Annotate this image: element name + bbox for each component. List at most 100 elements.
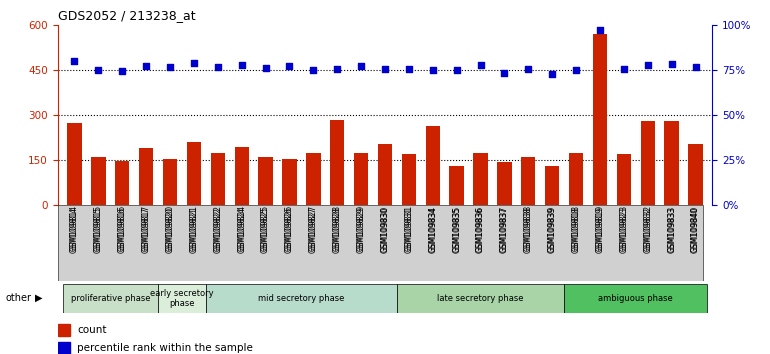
Text: GSM109820: GSM109820 bbox=[166, 205, 175, 251]
Text: GSM109839: GSM109839 bbox=[547, 205, 557, 252]
Text: GSM109832: GSM109832 bbox=[643, 205, 652, 251]
Text: GSM109832: GSM109832 bbox=[643, 207, 652, 253]
Text: other: other bbox=[5, 293, 32, 303]
Text: GSM109835: GSM109835 bbox=[452, 205, 461, 252]
Point bbox=[594, 27, 606, 33]
Text: proliferative phase: proliferative phase bbox=[71, 294, 150, 303]
Point bbox=[331, 67, 343, 72]
Bar bbox=[569, 153, 583, 205]
Text: GSM109817: GSM109817 bbox=[142, 205, 151, 251]
Text: GSM109815: GSM109815 bbox=[94, 207, 103, 253]
Bar bbox=[545, 166, 559, 205]
Bar bbox=[91, 157, 105, 205]
Bar bbox=[259, 157, 273, 205]
Bar bbox=[426, 126, 440, 205]
Bar bbox=[378, 144, 392, 205]
Text: GSM109830: GSM109830 bbox=[380, 207, 390, 253]
Text: GSM109818: GSM109818 bbox=[571, 207, 581, 253]
Text: GSM109822: GSM109822 bbox=[213, 205, 223, 251]
Bar bbox=[564, 284, 708, 313]
Text: GSM109826: GSM109826 bbox=[285, 207, 294, 253]
Text: GSM109823: GSM109823 bbox=[619, 205, 628, 251]
Text: GSM109821: GSM109821 bbox=[189, 207, 199, 253]
Point bbox=[403, 67, 415, 72]
Bar bbox=[354, 153, 368, 205]
Text: GSM109838: GSM109838 bbox=[524, 207, 533, 253]
Text: GSM109829: GSM109829 bbox=[357, 207, 366, 253]
Point bbox=[307, 67, 320, 73]
Text: ambiguous phase: ambiguous phase bbox=[598, 294, 673, 303]
Text: GSM109829: GSM109829 bbox=[357, 205, 366, 251]
Text: GSM109840: GSM109840 bbox=[691, 207, 700, 253]
Text: GSM109833: GSM109833 bbox=[667, 205, 676, 252]
Bar bbox=[58, 324, 69, 336]
Text: GSM109828: GSM109828 bbox=[333, 205, 342, 251]
Point bbox=[427, 67, 439, 73]
Bar bbox=[139, 148, 153, 205]
Text: GDS2052 / 213238_at: GDS2052 / 213238_at bbox=[58, 9, 196, 22]
Text: GSM109819: GSM109819 bbox=[595, 205, 604, 251]
Bar bbox=[162, 159, 177, 205]
Text: GSM109816: GSM109816 bbox=[118, 207, 127, 253]
Bar bbox=[497, 162, 511, 205]
Bar bbox=[593, 34, 608, 205]
Point bbox=[474, 63, 487, 68]
Text: ▶: ▶ bbox=[35, 293, 42, 303]
Point bbox=[379, 66, 391, 72]
Text: GSM109823: GSM109823 bbox=[619, 207, 628, 253]
Text: GSM109837: GSM109837 bbox=[500, 207, 509, 253]
Text: late secretory phase: late secretory phase bbox=[437, 294, 524, 303]
Point bbox=[236, 63, 248, 68]
Point bbox=[618, 67, 630, 72]
Text: GSM109824: GSM109824 bbox=[237, 205, 246, 251]
Bar bbox=[665, 121, 679, 205]
Point bbox=[164, 64, 176, 70]
Bar bbox=[187, 142, 201, 205]
Point bbox=[522, 67, 534, 72]
Text: GSM109830: GSM109830 bbox=[380, 205, 390, 252]
Bar bbox=[474, 153, 487, 205]
Text: GSM109816: GSM109816 bbox=[118, 205, 127, 251]
Bar bbox=[115, 161, 129, 205]
Text: GSM109822: GSM109822 bbox=[213, 207, 223, 253]
Text: GSM109824: GSM109824 bbox=[237, 207, 246, 253]
Text: GSM109821: GSM109821 bbox=[189, 205, 199, 251]
Bar bbox=[521, 157, 535, 205]
Bar bbox=[402, 154, 416, 205]
Bar bbox=[62, 284, 158, 313]
Text: GSM109840: GSM109840 bbox=[691, 205, 700, 252]
Bar bbox=[283, 159, 296, 205]
Point bbox=[450, 67, 463, 73]
Text: GSM109820: GSM109820 bbox=[166, 207, 175, 253]
Text: GSM109834: GSM109834 bbox=[428, 207, 437, 253]
Text: percentile rank within the sample: percentile rank within the sample bbox=[77, 343, 253, 353]
Bar bbox=[211, 153, 225, 205]
Text: GSM109825: GSM109825 bbox=[261, 205, 270, 251]
Text: GSM109827: GSM109827 bbox=[309, 207, 318, 253]
Text: mid secretory phase: mid secretory phase bbox=[258, 294, 345, 303]
Point bbox=[283, 63, 296, 69]
Point bbox=[665, 61, 678, 67]
Text: early secretory
phase: early secretory phase bbox=[150, 289, 214, 308]
Bar bbox=[641, 121, 655, 205]
Bar bbox=[397, 284, 564, 313]
Point bbox=[498, 70, 511, 76]
Bar bbox=[617, 154, 631, 205]
Point bbox=[355, 63, 367, 69]
Text: GSM109833: GSM109833 bbox=[667, 207, 676, 253]
Bar bbox=[58, 342, 69, 354]
Text: count: count bbox=[77, 325, 107, 335]
Text: GSM109831: GSM109831 bbox=[404, 205, 413, 251]
Text: GSM109819: GSM109819 bbox=[595, 207, 604, 253]
Bar bbox=[158, 284, 206, 313]
Point bbox=[69, 58, 81, 64]
Bar bbox=[688, 144, 703, 205]
Bar bbox=[67, 122, 82, 205]
Text: GSM109818: GSM109818 bbox=[571, 205, 581, 251]
Text: GSM109826: GSM109826 bbox=[285, 205, 294, 251]
Text: GSM109817: GSM109817 bbox=[142, 207, 151, 253]
Text: GSM109828: GSM109828 bbox=[333, 207, 342, 253]
Bar bbox=[235, 147, 249, 205]
Text: GSM109837: GSM109837 bbox=[500, 205, 509, 252]
Bar bbox=[306, 153, 320, 205]
